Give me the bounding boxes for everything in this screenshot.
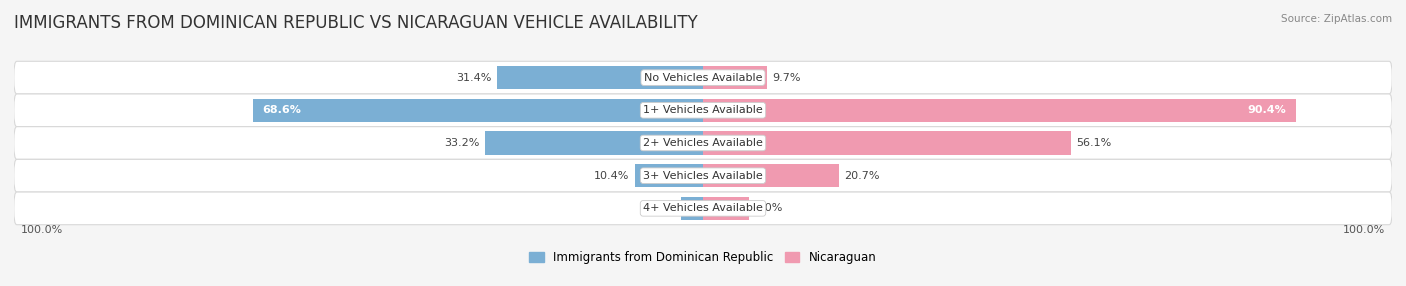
Text: 20.7%: 20.7% [844, 171, 880, 181]
Text: 2+ Vehicles Available: 2+ Vehicles Available [643, 138, 763, 148]
Text: 90.4%: 90.4% [1247, 105, 1286, 115]
Bar [703, 131, 1071, 155]
Text: 100.0%: 100.0% [1343, 225, 1385, 235]
Text: 33.2%: 33.2% [444, 138, 479, 148]
FancyBboxPatch shape [14, 61, 1392, 94]
Text: 7.0%: 7.0% [754, 203, 783, 213]
Bar [496, 66, 703, 90]
Text: Source: ZipAtlas.com: Source: ZipAtlas.com [1281, 14, 1392, 24]
Bar [682, 196, 703, 220]
Text: 100.0%: 100.0% [21, 225, 63, 235]
Text: 10.4%: 10.4% [595, 171, 630, 181]
Text: 1+ Vehicles Available: 1+ Vehicles Available [643, 105, 763, 115]
Text: 4+ Vehicles Available: 4+ Vehicles Available [643, 203, 763, 213]
Text: 31.4%: 31.4% [457, 73, 492, 83]
Bar [634, 164, 703, 187]
Bar [485, 131, 703, 155]
Bar [703, 164, 839, 187]
Text: 56.1%: 56.1% [1077, 138, 1112, 148]
FancyBboxPatch shape [14, 159, 1392, 192]
Text: 3+ Vehicles Available: 3+ Vehicles Available [643, 171, 763, 181]
FancyBboxPatch shape [14, 127, 1392, 159]
Text: IMMIGRANTS FROM DOMINICAN REPUBLIC VS NICARAGUAN VEHICLE AVAILABILITY: IMMIGRANTS FROM DOMINICAN REPUBLIC VS NI… [14, 14, 697, 32]
Bar [703, 66, 766, 90]
Text: 68.6%: 68.6% [263, 105, 302, 115]
Bar [703, 196, 749, 220]
Text: No Vehicles Available: No Vehicles Available [644, 73, 762, 83]
Bar [253, 99, 703, 122]
FancyBboxPatch shape [14, 94, 1392, 127]
FancyBboxPatch shape [14, 192, 1392, 225]
Legend: Immigrants from Dominican Republic, Nicaraguan: Immigrants from Dominican Republic, Nica… [524, 247, 882, 269]
Bar [703, 99, 1296, 122]
Text: 9.7%: 9.7% [772, 73, 800, 83]
